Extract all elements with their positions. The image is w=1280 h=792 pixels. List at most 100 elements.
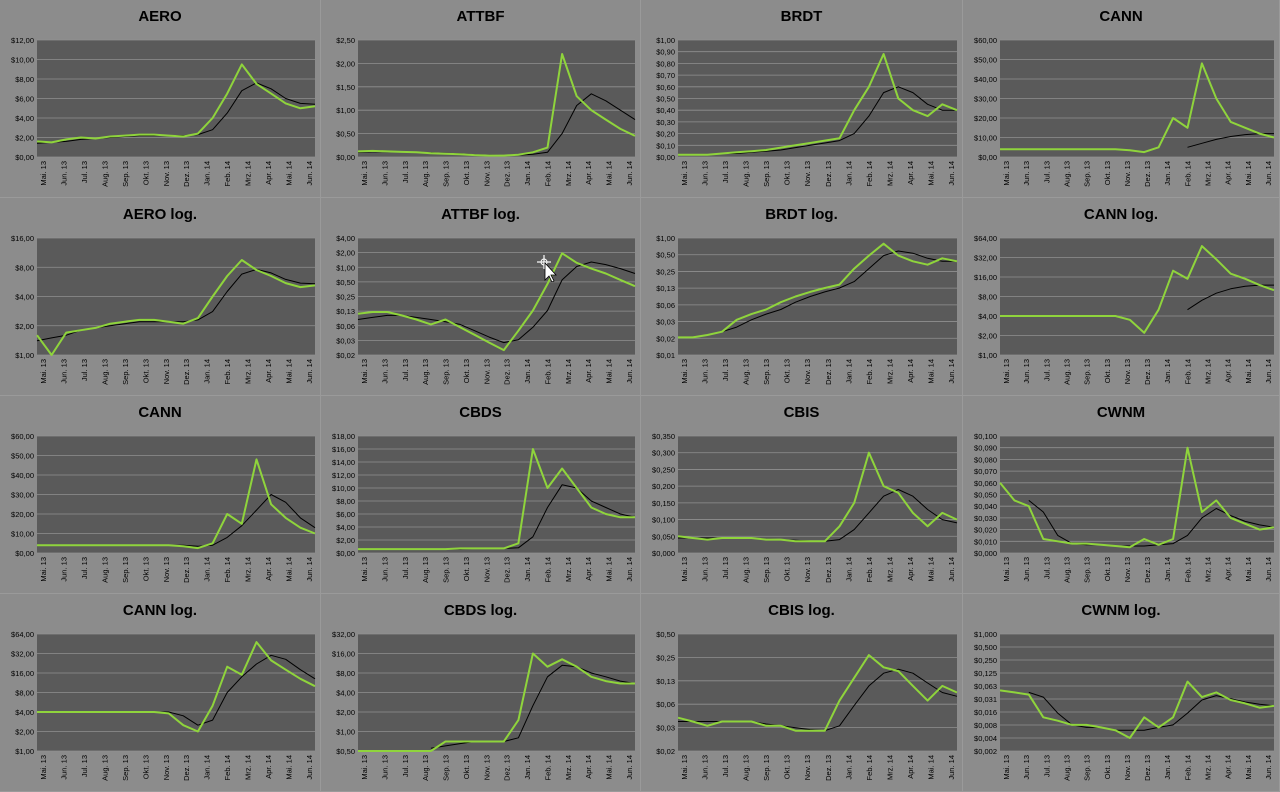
x-tick-label: Nov. 13: [1123, 359, 1132, 384]
x-tick-label: Dez. 13: [503, 557, 512, 583]
price-line: [357, 252, 636, 352]
x-tick-label: Feb. 14: [1183, 359, 1192, 384]
y-tick-label: $10,00: [332, 484, 355, 493]
y-tick-label: $0,20: [656, 130, 675, 139]
plot-area: [358, 436, 635, 553]
x-tick-label: Jun. 13: [1022, 557, 1031, 582]
x-tick-label: Feb. 14: [223, 359, 232, 384]
price-line: [999, 680, 1275, 739]
x-tick-label: Aug. 13: [742, 755, 751, 781]
y-tick-label: $0,090: [974, 444, 997, 453]
y-tick-label: $2,50: [336, 36, 355, 45]
x-tick-label: Mrz. 14: [244, 359, 253, 384]
x-tick-label: Jan. 14: [844, 755, 853, 780]
x-tick-label: Feb. 14: [865, 557, 874, 582]
plot-area: [678, 634, 957, 751]
chart-svg: $0,00 $10,00 $20,00 $30,00 $40,00 $50,00 $60,0…: [11, 432, 316, 583]
y-tick-label: $20,00: [11, 510, 34, 519]
y-tick-label: $6,00: [15, 95, 34, 104]
x-tick-label: Nov. 13: [803, 161, 812, 186]
y-tick-label: $8,00: [15, 263, 34, 272]
x-tick-label: Jan. 14: [203, 359, 212, 384]
x-tick-label: Apr. 14: [906, 359, 915, 383]
y-tick-label: $16,00: [11, 669, 34, 678]
x-tick-label: Jun. 13: [59, 755, 68, 780]
y-tick-label: $0,13: [336, 307, 355, 316]
y-tick-label: $0,002: [974, 747, 997, 756]
x-tick-label: Mrz. 14: [564, 161, 573, 186]
y-tick-label: $18,00: [332, 432, 355, 441]
y-tick-label: $0,50: [336, 747, 355, 756]
x-tick-label: Jan. 14: [1163, 161, 1172, 186]
x-tick-label: Mai. 14: [605, 359, 614, 384]
x-tick-label: Aug. 13: [100, 161, 109, 187]
plot-area: [678, 436, 957, 553]
x-tick-label: Jun. 13: [1022, 755, 1031, 780]
x-tick-label: Mai. 13: [39, 359, 48, 384]
x-tick-label: Mrz. 14: [885, 359, 894, 384]
chart-panel: CBDS $0,00 $2,00 $4,00 $6,00 $8,00 $10,00 $12,0…: [321, 396, 641, 594]
x-tick-label: Jun. 13: [701, 161, 710, 186]
price-line: [358, 652, 635, 752]
x-tick-label: Sep. 13: [1083, 557, 1092, 583]
x-tick-label: Jun. 13: [380, 755, 389, 780]
y-tick-label: $16,00: [11, 234, 34, 243]
x-tick-label: Jul. 13: [401, 755, 410, 777]
plot-area: [1000, 634, 1274, 751]
y-tick-label: $4,00: [978, 312, 997, 321]
chart-panel: CWNM $0,000 $0,010 $0,020 $0,030 $0,040 $0,050…: [963, 396, 1280, 594]
y-tick-label: $0,004: [974, 734, 997, 743]
y-tick-label: $1,00: [656, 36, 675, 45]
y-tick-label: $0,300: [652, 449, 675, 458]
x-tick-label: Nov. 13: [162, 557, 171, 582]
x-tick-label: Sep. 13: [762, 557, 771, 583]
x-tick-label: Nov. 13: [803, 557, 812, 582]
chart-svg: $0,02 $0,03 $0,06 $0,13 $0,25 $0,50 Mai. 13 Jun…: [656, 630, 958, 781]
x-tick-label: Mai. 13: [1002, 359, 1011, 384]
x-tick-label: Mrz. 14: [564, 359, 573, 384]
y-tick-label: $20,00: [974, 114, 997, 123]
x-tick-label: Jun. 14: [625, 557, 634, 582]
price-line: [37, 458, 316, 550]
y-tick-label: $32,00: [974, 254, 997, 263]
y-tick-label: $0,01: [656, 351, 675, 360]
x-tick-label: Jan. 14: [523, 161, 532, 186]
x-tick-label: Dez. 13: [1143, 359, 1152, 385]
x-tick-label: Jun. 14: [305, 755, 314, 780]
x-tick-label: Okt. 13: [141, 359, 150, 383]
x-tick-label: Aug. 13: [100, 557, 109, 583]
chart-svg: $0,00 $0,50 $1,00 $1,50 $2,00 $2,50 Mai. 13 Jun…: [336, 36, 636, 187]
chart-panel: CANN log. $1,00 $2,00 $4,00 $8,00 $16,00 $32,0…: [0, 594, 321, 792]
y-tick-label: $12,00: [332, 471, 355, 480]
y-tick-label: $12,00: [11, 36, 34, 45]
x-tick-label: Jul. 13: [1042, 755, 1051, 777]
x-tick-label: Jul. 13: [401, 557, 410, 579]
x-tick-label: Feb. 14: [1183, 557, 1192, 582]
chart-svg: $0,00 $10,00 $20,00 $30,00 $40,00 $50,00 $60,0…: [974, 36, 1275, 187]
y-tick-label: $0,100: [652, 516, 675, 525]
average-line: [1028, 691, 1275, 731]
y-tick-label: $0,000: [652, 549, 675, 558]
x-tick-label: Okt. 13: [783, 755, 792, 779]
y-tick-label: $0,100: [974, 432, 997, 441]
chart-panel: ATTBF log. $0,02 $0,03 $0,06 $0,13 $0,25 $0,50…: [321, 198, 641, 396]
x-tick-label: Dez. 13: [182, 755, 191, 781]
x-tick-label: Aug. 13: [742, 557, 751, 583]
x-tick-label: Okt. 13: [783, 359, 792, 383]
x-tick-label: Nov. 13: [1123, 755, 1132, 780]
x-tick-label: Jul. 13: [721, 161, 730, 183]
chart-panel: ATTBF $0,00 $0,50 $1,00 $1,50 $2,00 $2,50 Mai. …: [321, 0, 641, 198]
x-tick-label: Jul. 13: [721, 359, 730, 381]
chart-panel: BRDT $0,00 $0,10 $0,20 $0,30 $0,40 $0,50 $0,60 $…: [641, 0, 963, 198]
y-tick-label: $0,70: [656, 71, 675, 80]
chart-svg: $0,02 $0,03 $0,06 $0,13 $0,25 $0,50 $1,00 $2,00…: [336, 234, 636, 385]
x-tick-label: Mai. 14: [926, 161, 935, 186]
x-tick-label: Sep. 13: [762, 161, 771, 187]
x-tick-label: Mai. 13: [360, 557, 369, 582]
y-tick-label: $0,30: [656, 118, 675, 127]
y-tick-label: $16,00: [332, 445, 355, 454]
x-tick-label: Nov. 13: [1123, 161, 1132, 186]
x-tick-label: Mai. 14: [285, 359, 294, 384]
x-tick-label: Jun. 14: [305, 359, 314, 384]
price-line: [357, 53, 636, 157]
